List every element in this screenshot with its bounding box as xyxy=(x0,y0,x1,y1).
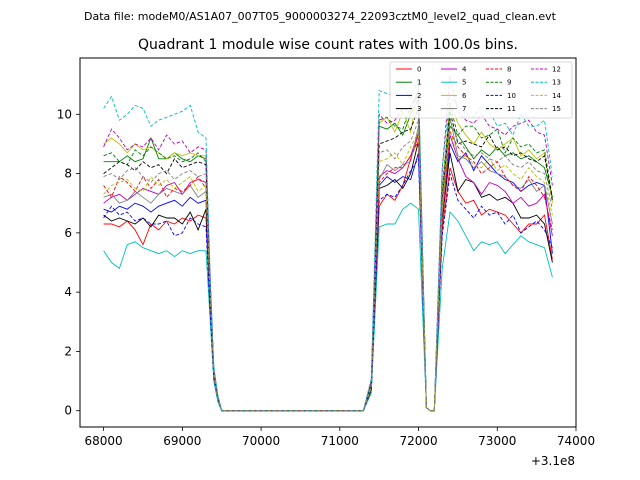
series-line-5 xyxy=(103,202,553,412)
series-line-10 xyxy=(103,157,553,412)
x-tick-label: 73000 xyxy=(478,434,516,448)
y-tick-label: 4 xyxy=(64,285,72,299)
legend-label-0: 0 xyxy=(417,66,421,74)
legend-label-13: 13 xyxy=(552,79,561,87)
legend-label-15: 15 xyxy=(552,105,561,113)
legend-label-10: 10 xyxy=(507,92,516,100)
legend-label-8: 8 xyxy=(507,66,511,74)
y-tick-label: 0 xyxy=(64,404,72,418)
legend-label-11: 11 xyxy=(507,105,516,113)
legend-label-4: 4 xyxy=(462,66,467,74)
series-line-0 xyxy=(103,134,553,412)
legend-label-1: 1 xyxy=(417,79,421,87)
y-tick-label: 10 xyxy=(57,107,72,121)
legend-label-6: 6 xyxy=(462,92,467,100)
series-layer xyxy=(103,75,553,412)
series-line-6 xyxy=(103,87,553,412)
chart-title: Quadrant 1 module wise count rates with … xyxy=(138,37,518,53)
series-line-15 xyxy=(103,120,553,412)
series-line-4 xyxy=(103,131,553,412)
y-tick-label: 8 xyxy=(64,167,72,181)
legend-box xyxy=(389,61,573,119)
legend-label-2: 2 xyxy=(417,92,421,100)
legend-label-5: 5 xyxy=(462,79,466,87)
axes-frame xyxy=(79,57,577,428)
x-tick-label: 69000 xyxy=(163,434,201,448)
y-tick-label: 6 xyxy=(64,226,72,240)
series-line-8 xyxy=(103,130,553,412)
legend-label-12: 12 xyxy=(552,66,561,74)
x-offset-label: +3.1e8 xyxy=(531,454,575,468)
x-tick-label: 68000 xyxy=(85,434,123,448)
legend-label-3: 3 xyxy=(417,105,421,113)
x-tick-label: 74000 xyxy=(557,434,595,448)
series-line-9 xyxy=(103,92,553,412)
y-axis: 0 2 4 6 8 10 xyxy=(57,107,80,418)
series-line-1 xyxy=(103,97,553,412)
x-tick-label: 71000 xyxy=(321,434,359,448)
legend-label-9: 9 xyxy=(507,79,511,87)
y-tick-label: 2 xyxy=(64,344,72,358)
x-axis: 68000 69000 70000 71000 72000 73000 74000 xyxy=(85,427,595,448)
figure-suptitle: Data file: modeM0/AS1A07_007T05_90000032… xyxy=(84,10,557,23)
series-line-7 xyxy=(103,117,553,412)
series-line-13 xyxy=(103,78,553,412)
series-line-11 xyxy=(103,108,553,412)
legend-label-14: 14 xyxy=(552,92,561,100)
x-tick-label: 70000 xyxy=(242,434,280,448)
x-tick-label: 72000 xyxy=(399,434,437,448)
series-line-3 xyxy=(103,140,553,412)
legend-label-7: 7 xyxy=(462,105,466,113)
